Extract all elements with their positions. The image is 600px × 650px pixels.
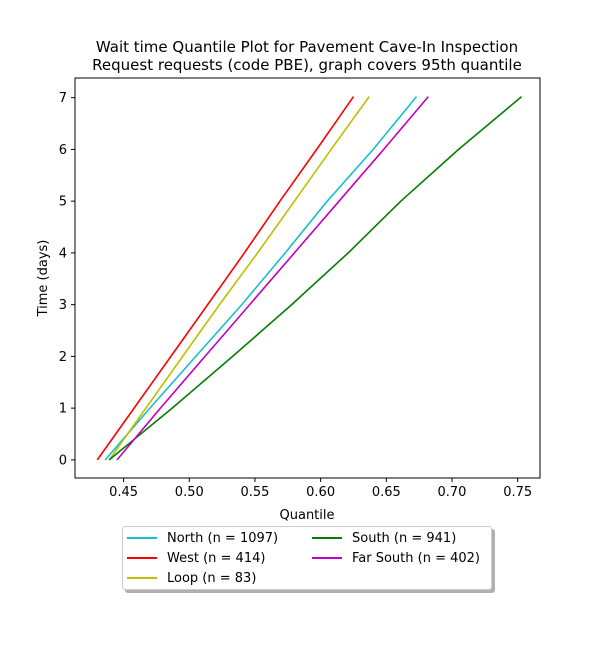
x-tick-label: 0.70 [438, 485, 467, 500]
chart-legend: North (n = 1097) West (n = 414) Loop (n = … [122, 526, 492, 590]
y-tick-label: 4 [59, 246, 67, 261]
x-tick-label: 0.60 [306, 485, 335, 500]
y-tick-label: 6 [59, 143, 67, 158]
x-tick-label: 0.55 [240, 485, 269, 500]
legend-label: West (n = 414) [167, 550, 266, 566]
legend-item: South (n = 941) [312, 528, 456, 548]
x-tick-label: 0.50 [175, 485, 204, 500]
legend-label: South (n = 941) [352, 530, 457, 546]
y-tick-label: 0 [59, 453, 67, 468]
y-tick-label: 7 [59, 91, 67, 106]
series-line-3 [108, 95, 523, 461]
legend-swatch [127, 537, 157, 539]
x-tick-label: 0.65 [372, 485, 401, 500]
x-axis-label: Quantile [280, 508, 335, 523]
legend-label: Loop (n = 83) [167, 570, 257, 586]
chart-title-line-1: Wait time Quantile Plot for Pavement Cav… [96, 38, 518, 56]
y-axis-label: Time (days) [36, 240, 51, 318]
y-tick-label: 5 [59, 195, 67, 210]
series-line-2 [108, 96, 370, 461]
legend-item: North (n = 1097) [127, 528, 278, 548]
legend-swatch [127, 557, 157, 559]
legend-label: North (n = 1097) [167, 530, 279, 546]
legend-item: Loop (n = 83) [127, 568, 256, 588]
plot-frame [74, 77, 541, 479]
x-tick-label: 0.75 [503, 485, 532, 500]
legend-swatch [312, 537, 342, 539]
chart-title-line-2: Request requests (code PBE), graph cover… [92, 56, 522, 74]
y-tick-label: 3 [59, 298, 67, 313]
y-tick-label: 1 [59, 402, 67, 417]
legend-item: West (n = 414) [127, 548, 265, 568]
series-line-1 [96, 96, 355, 461]
legend-swatch [127, 577, 157, 579]
legend-label: Far South (n = 402) [352, 550, 480, 566]
series-line-0 [104, 96, 418, 461]
legend-swatch [312, 557, 342, 559]
x-tick-label: 0.45 [109, 485, 138, 500]
legend-item: Far South (n = 402) [312, 548, 480, 568]
y-tick-label: 2 [59, 350, 67, 365]
series-line-4 [116, 96, 429, 461]
